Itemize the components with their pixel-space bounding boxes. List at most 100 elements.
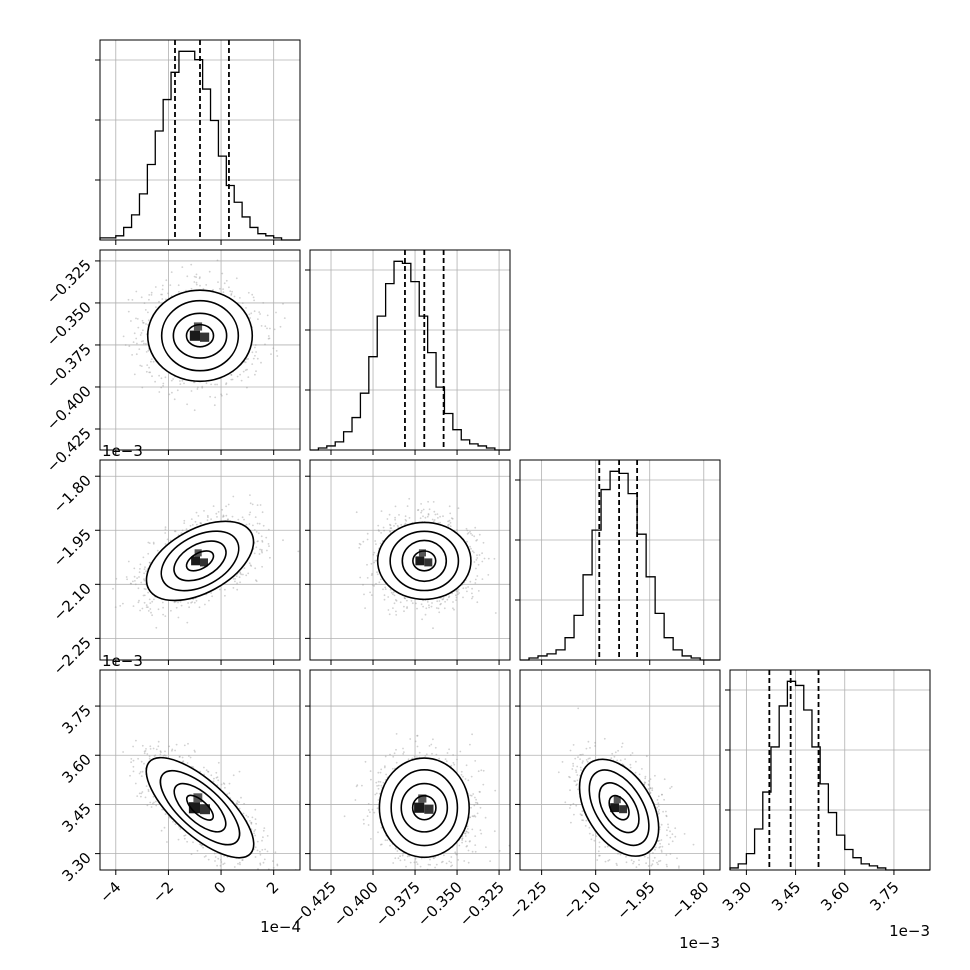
sample-point [195, 283, 198, 286]
sample-point [455, 594, 457, 597]
sample-point [443, 607, 446, 610]
sample-point [254, 567, 257, 570]
sample-point [213, 404, 216, 407]
sample-point [248, 562, 251, 565]
sample-point [419, 517, 422, 520]
sample-point [473, 561, 476, 563]
sample-point [135, 337, 138, 340]
sample-point [420, 503, 422, 505]
sample-point [251, 351, 254, 354]
sample-point [230, 378, 233, 381]
sample-point [447, 524, 449, 527]
sample-point [161, 293, 164, 296]
sample-point [466, 533, 469, 535]
sample-point [230, 373, 233, 376]
sample-point [239, 581, 242, 584]
sample-point [493, 557, 496, 560]
panel-frame [99, 39, 301, 241]
sample-point [222, 516, 224, 518]
sample-point [183, 519, 186, 522]
sample-point [476, 554, 478, 557]
sample-point [403, 597, 406, 599]
sample-point [133, 567, 136, 570]
sample-point [148, 598, 151, 601]
sample-point [247, 376, 250, 378]
sample-point [494, 612, 497, 614]
sample-point [257, 532, 260, 535]
sample-point [175, 606, 178, 609]
sample-point [145, 604, 148, 606]
sample-point [235, 277, 238, 280]
sample-point [481, 578, 484, 580]
sample-point [266, 314, 269, 317]
sample-point [267, 337, 270, 340]
density-core [193, 322, 203, 331]
sample-point [378, 530, 380, 532]
sample-point [478, 533, 481, 536]
sample-point [217, 511, 220, 513]
sample-point [406, 599, 408, 602]
sample-point [193, 381, 196, 384]
sample-point [225, 383, 227, 386]
sample-point [139, 609, 142, 612]
sample-point [129, 582, 132, 585]
sample-point [438, 600, 441, 602]
sample-point [262, 524, 265, 527]
sample-point [173, 601, 176, 604]
sample-point [139, 364, 142, 367]
sample-point [193, 275, 196, 278]
sample-point [398, 514, 400, 516]
sample-point [135, 353, 138, 356]
sample-point [210, 592, 213, 594]
sample-point [246, 386, 248, 389]
sample-point [403, 610, 405, 613]
sample-point [165, 279, 168, 282]
sample-point [192, 598, 195, 601]
sample-point [126, 578, 128, 581]
sample-point [239, 571, 242, 574]
sample-point [143, 594, 146, 597]
sample-point [257, 540, 259, 542]
sample-point [206, 514, 209, 517]
sample-point [247, 291, 250, 294]
sample-point [160, 293, 163, 296]
sample-point [373, 551, 376, 554]
sample-point [397, 526, 400, 528]
sample-point [139, 334, 142, 336]
sample-point [173, 530, 176, 533]
sample-point [476, 575, 479, 577]
sample-point [132, 580, 134, 583]
sample-point [143, 601, 146, 604]
sample-point [180, 532, 183, 534]
sample-point [452, 607, 454, 610]
sample-point [141, 319, 144, 322]
sample-point [442, 597, 445, 599]
sample-point [143, 302, 146, 304]
sample-point [141, 607, 144, 610]
sample-point [389, 531, 392, 533]
sample-point [220, 393, 223, 396]
sample-point [390, 527, 393, 530]
sample-point [161, 288, 164, 291]
gridlines [100, 250, 300, 450]
sample-point [222, 291, 225, 294]
sample-point [260, 550, 263, 553]
sample-point [188, 606, 191, 609]
sample-point [240, 379, 243, 382]
sample-point [206, 519, 209, 522]
sample-point [253, 552, 256, 555]
sample-point [232, 495, 235, 498]
sample-point [487, 557, 490, 560]
sample-point [422, 605, 424, 608]
sample-point [150, 360, 152, 363]
sample-point [396, 524, 399, 527]
sample-point [208, 270, 211, 273]
sample-point [470, 547, 472, 550]
sample-point [156, 549, 159, 552]
sample-point [138, 599, 140, 602]
sample-point [355, 511, 358, 514]
sample-point [146, 364, 149, 366]
sample-point [185, 528, 188, 531]
sample-point [147, 349, 150, 352]
sample-point [133, 332, 136, 335]
